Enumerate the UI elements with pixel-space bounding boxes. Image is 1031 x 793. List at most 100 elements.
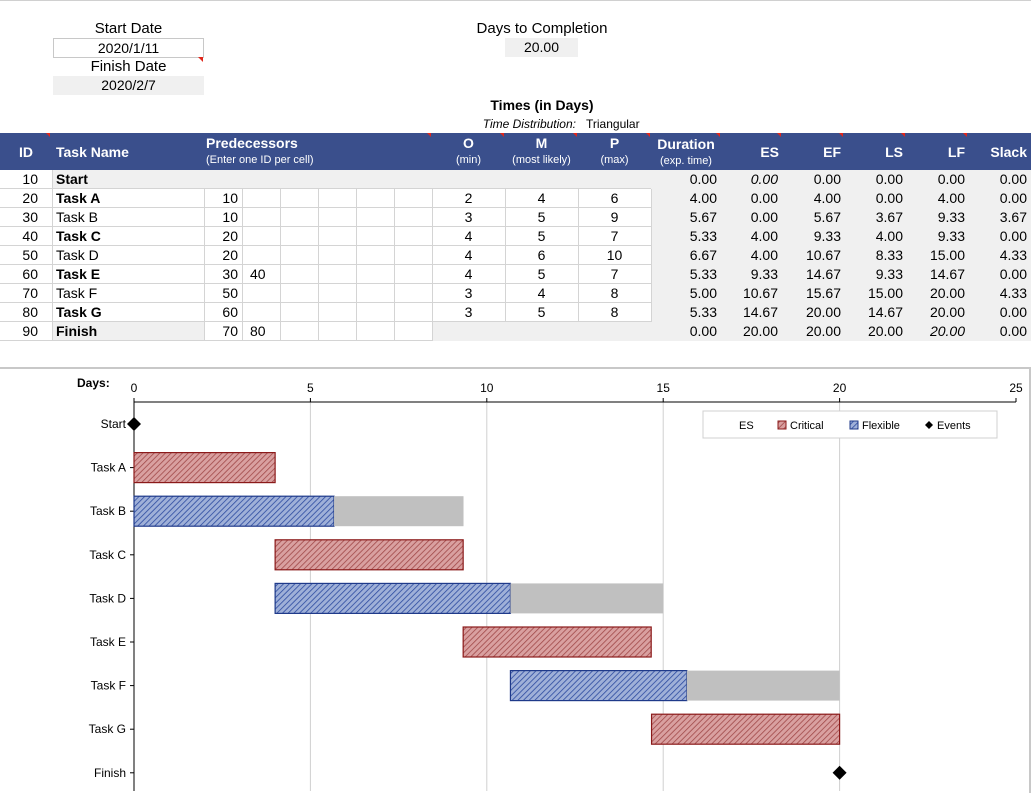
cell-predecessor[interactable]: 40 bbox=[250, 266, 266, 282]
cell-predecessor[interactable] bbox=[242, 227, 282, 246]
y-tick-label: Finish bbox=[94, 766, 126, 780]
cell-o[interactable] bbox=[432, 170, 505, 189]
cell-predecessor[interactable] bbox=[204, 170, 238, 189]
cell-m[interactable] bbox=[505, 322, 578, 341]
cell-id: 40 bbox=[22, 228, 38, 244]
grid-line bbox=[651, 284, 652, 303]
cell-p[interactable]: 7 bbox=[610, 266, 619, 282]
cell-predecessor[interactable] bbox=[242, 189, 282, 208]
cell-o[interactable]: 4 bbox=[464, 266, 473, 282]
legend-critical: Critical bbox=[790, 420, 824, 432]
cell-o[interactable]: 3 bbox=[464, 304, 473, 320]
cell-m[interactable] bbox=[505, 170, 578, 189]
grid-line bbox=[651, 265, 652, 284]
cell-ef: 10.67 bbox=[805, 247, 841, 263]
cell-slack: 0.00 bbox=[999, 266, 1027, 282]
cell-p[interactable]: 8 bbox=[610, 304, 619, 320]
col-ef: EF bbox=[823, 144, 841, 160]
cell-task-name[interactable]: Task A bbox=[56, 190, 101, 206]
cell-task-name[interactable]: Finish bbox=[56, 323, 98, 339]
cell-duration: 5.00 bbox=[689, 285, 717, 301]
cell-p[interactable]: 8 bbox=[610, 285, 619, 301]
grid-line bbox=[242, 303, 243, 322]
cell-p[interactable] bbox=[578, 170, 651, 189]
cell-slack: 0.00 bbox=[999, 323, 1027, 339]
grid-line bbox=[505, 246, 506, 265]
cell-p[interactable] bbox=[578, 322, 651, 341]
start-date-input[interactable]: 2020/1/11 bbox=[53, 38, 204, 58]
cell-ef: 4.00 bbox=[813, 190, 841, 206]
grid-line bbox=[356, 208, 357, 227]
cell-predecessor[interactable]: 10 bbox=[222, 209, 238, 225]
grid-line bbox=[432, 208, 433, 227]
grid-line bbox=[52, 170, 53, 189]
cell-ls: 20.00 bbox=[867, 323, 903, 339]
cell-p[interactable]: 7 bbox=[610, 228, 619, 244]
cell-o[interactable]: 4 bbox=[464, 247, 473, 263]
cell-ef: 5.67 bbox=[813, 209, 841, 225]
cell-predecessor[interactable]: 20 bbox=[222, 247, 238, 263]
cell-task-name[interactable]: Start bbox=[56, 171, 88, 187]
cell-task-name[interactable]: Task F bbox=[56, 285, 98, 301]
cell-predecessor[interactable]: 30 bbox=[222, 266, 238, 282]
distribution-value[interactable]: Triangular bbox=[586, 117, 640, 131]
grid-line bbox=[432, 265, 433, 284]
cell-es: 0.00 bbox=[750, 171, 778, 187]
cell-predecessor[interactable]: 10 bbox=[222, 190, 238, 206]
cell-predecessor[interactable]: 50 bbox=[222, 285, 238, 301]
cell-id: 20 bbox=[22, 190, 38, 206]
cell-m[interactable]: 4 bbox=[537, 285, 546, 301]
y-tick-label: Task D bbox=[89, 591, 126, 605]
cell-p[interactable]: 9 bbox=[610, 209, 619, 225]
cell-ef: 9.33 bbox=[813, 228, 841, 244]
col-ls: LS bbox=[885, 144, 903, 160]
cell-predecessor[interactable] bbox=[242, 208, 282, 227]
cell-m[interactable]: 5 bbox=[537, 266, 546, 282]
grid-line bbox=[578, 227, 579, 246]
cell-o[interactable]: 3 bbox=[464, 285, 473, 301]
cell-m[interactable]: 5 bbox=[537, 209, 546, 225]
cell-task-name[interactable]: Task C bbox=[56, 228, 101, 244]
cell-m[interactable]: 5 bbox=[537, 304, 546, 320]
cell-predecessor[interactable]: 20 bbox=[222, 228, 238, 244]
cell-task-name[interactable]: Task B bbox=[56, 209, 99, 225]
cell-m[interactable]: 5 bbox=[537, 228, 546, 244]
cell-slack: 0.00 bbox=[999, 304, 1027, 320]
cell-lf: 0.00 bbox=[937, 171, 965, 187]
cell-o[interactable]: 3 bbox=[464, 209, 473, 225]
cell-m[interactable]: 6 bbox=[537, 247, 546, 263]
grid-line bbox=[318, 208, 319, 227]
cell-ls: 14.67 bbox=[867, 304, 903, 320]
cell-o[interactable]: 2 bbox=[464, 190, 473, 206]
cell-id: 80 bbox=[22, 304, 38, 320]
cell-p[interactable]: 6 bbox=[610, 190, 619, 206]
cell-slack: 0.00 bbox=[999, 228, 1027, 244]
cell-task-name[interactable]: Task E bbox=[56, 266, 101, 282]
cell-task-name[interactable]: Task G bbox=[56, 304, 102, 320]
cell-predecessor[interactable]: 70 bbox=[222, 323, 238, 339]
legend-es: ES bbox=[739, 420, 754, 432]
comment-marker bbox=[839, 133, 843, 137]
y-tick-label: Task C bbox=[89, 548, 126, 562]
grid-line bbox=[432, 227, 433, 246]
days-to-completion-label: Days to Completion bbox=[476, 20, 608, 37]
cell-p[interactable]: 10 bbox=[606, 247, 623, 263]
cell-predecessor[interactable]: 80 bbox=[250, 323, 266, 339]
cell-o[interactable] bbox=[432, 322, 505, 341]
cell-predecessor[interactable]: 60 bbox=[222, 304, 238, 320]
comment-marker bbox=[427, 133, 431, 137]
cell-task-name[interactable]: Task D bbox=[56, 247, 99, 263]
cell-o[interactable]: 4 bbox=[464, 228, 473, 244]
col-slack: Slack bbox=[990, 144, 1027, 160]
grid-line bbox=[242, 227, 243, 246]
cell-es: 4.00 bbox=[750, 247, 778, 263]
cell-es: 20.00 bbox=[742, 323, 778, 339]
cell-predecessor[interactable] bbox=[242, 284, 282, 303]
cell-predecessor[interactable] bbox=[242, 170, 282, 189]
legend-swatch bbox=[849, 420, 859, 430]
cell-m[interactable]: 4 bbox=[537, 190, 546, 206]
cell-predecessor[interactable] bbox=[242, 303, 282, 322]
cell-predecessor[interactable] bbox=[242, 246, 282, 265]
col-p: P bbox=[609, 135, 620, 151]
legend-flexible: Flexible bbox=[862, 420, 900, 432]
